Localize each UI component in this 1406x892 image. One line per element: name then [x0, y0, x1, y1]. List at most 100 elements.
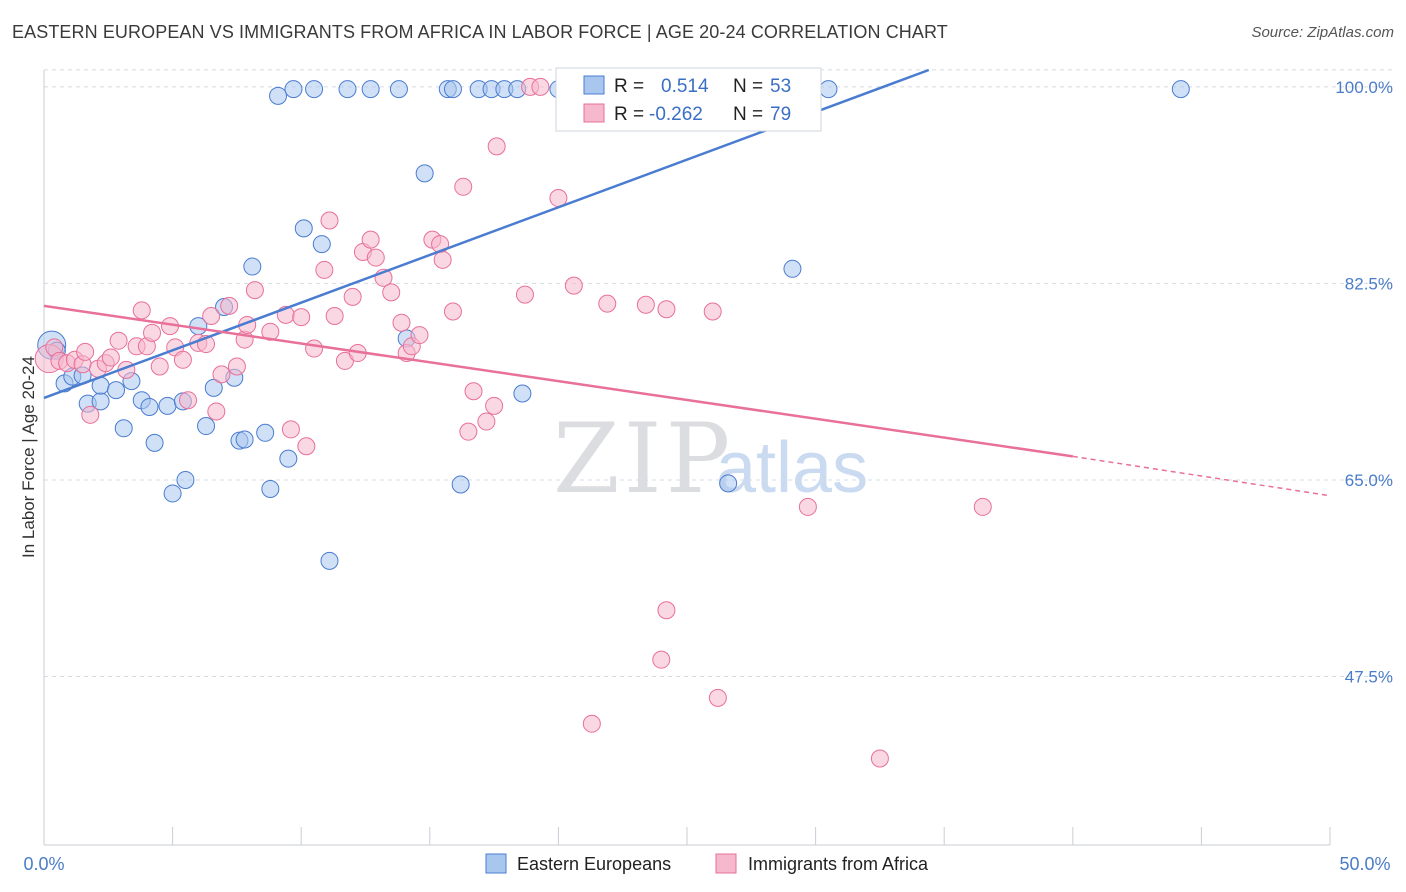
grid-lines	[44, 69, 1395, 678]
point-eastern-european	[361, 80, 380, 99]
point-immigrant-from-africa	[487, 137, 506, 156]
trend-line-extension-immigrants-from-africa	[1072, 455, 1331, 497]
point-eastern-european	[320, 551, 339, 570]
point-immigrant-from-africa	[582, 714, 601, 733]
point-eastern-european	[338, 80, 357, 99]
stats-r-value-2: -0.262	[649, 104, 703, 125]
point-eastern-european	[145, 433, 164, 452]
watermark-zip: ZIP	[553, 403, 734, 515]
point-immigrant-from-africa	[320, 211, 339, 230]
tick-labels: 47.5% 65.0% 82.5% 100.0% 0.0% 50.0%	[23, 78, 1393, 874]
point-immigrant-from-africa	[207, 402, 226, 421]
point-immigrant-from-africa	[297, 437, 316, 456]
x-tick-label: 50.0%	[1339, 854, 1390, 874]
point-immigrant-from-africa	[325, 306, 344, 325]
x-tick-label: 0.0%	[23, 854, 64, 874]
point-immigrant-from-africa	[382, 283, 401, 302]
point-eastern-european	[269, 86, 288, 105]
point-eastern-european	[243, 257, 262, 276]
point-immigrant-from-africa	[531, 77, 550, 96]
point-immigrant-from-africa	[361, 230, 380, 249]
stats-box: R = 0.514 N = 53 R = -0.262 N = 79	[555, 67, 822, 132]
stats-n-value-2: 79	[770, 104, 791, 125]
point-immigrant-from-africa	[143, 323, 162, 342]
point-eastern-european	[176, 470, 195, 489]
point-immigrant-from-africa	[870, 749, 889, 768]
stats-swatch-blue	[583, 75, 605, 95]
stats-n-value-1: 53	[770, 76, 791, 97]
point-eastern-european	[204, 378, 223, 397]
point-immigrant-from-africa	[179, 391, 198, 410]
point-immigrant-from-africa	[76, 342, 95, 361]
point-immigrant-from-africa	[515, 285, 534, 304]
point-immigrant-from-africa	[477, 412, 496, 431]
point-immigrant-from-africa	[305, 339, 324, 358]
point-immigrant-from-africa	[109, 331, 128, 350]
point-immigrant-from-africa	[657, 601, 676, 620]
point-eastern-european	[305, 80, 324, 99]
point-immigrant-from-africa	[798, 497, 817, 516]
point-immigrant-from-africa	[433, 250, 452, 269]
point-eastern-european	[163, 484, 182, 503]
point-immigrant-from-africa	[366, 248, 385, 267]
point-immigrant-from-africa	[485, 396, 504, 415]
point-eastern-european	[415, 164, 434, 183]
point-immigrant-from-africa	[598, 294, 617, 313]
point-immigrant-from-africa	[636, 295, 655, 314]
point-immigrant-from-africa	[150, 357, 169, 376]
point-eastern-european	[235, 430, 254, 449]
point-eastern-european	[284, 80, 303, 99]
stats-swatch-pink	[583, 103, 605, 123]
point-immigrant-from-africa	[227, 357, 246, 376]
y-tick-label: 100.0%	[1335, 78, 1393, 97]
y-tick-label: 65.0%	[1345, 471, 1393, 490]
series-immigrants-from-africa	[34, 77, 992, 768]
chart-title: EASTERN EUROPEAN VS IMMIGRANTS FROM AFRI…	[12, 22, 948, 42]
point-eastern-european	[197, 417, 216, 436]
stats-r-label-2: R =	[614, 104, 644, 125]
trend-line-immigrants-from-africa	[43, 304, 1073, 458]
point-eastern-european	[719, 474, 738, 493]
point-immigrant-from-africa	[245, 281, 264, 300]
legend: Eastern Europeans Immigrants from Africa	[485, 853, 929, 874]
source-credit: Source: ZipAtlas.com	[1251, 24, 1394, 41]
point-eastern-european	[107, 381, 126, 400]
point-eastern-european	[256, 423, 275, 442]
legend-label-eastern-europeans: Eastern Europeans	[517, 854, 671, 874]
point-eastern-european	[783, 259, 802, 278]
point-immigrant-from-africa	[708, 688, 727, 707]
axes	[43, 70, 1331, 846]
point-immigrant-from-africa	[564, 276, 583, 295]
watermark-atlas: atlas	[716, 428, 868, 508]
point-eastern-european	[819, 80, 838, 99]
stats-n-label-2: N =	[733, 104, 763, 125]
point-immigrant-from-africa	[343, 287, 362, 306]
point-immigrant-from-africa	[410, 326, 429, 345]
point-eastern-european	[140, 397, 159, 416]
legend-label-immigrants-from-africa: Immigrants from Africa	[748, 854, 929, 874]
y-tick-label: 47.5%	[1345, 668, 1393, 687]
point-immigrant-from-africa	[220, 296, 239, 315]
point-immigrant-from-africa	[392, 313, 411, 332]
point-immigrant-from-africa	[173, 350, 192, 369]
point-immigrant-from-africa	[81, 405, 100, 424]
point-immigrant-from-africa	[657, 300, 676, 319]
stats-r-value-1: 0.514	[661, 76, 709, 97]
point-eastern-european	[114, 419, 133, 438]
point-eastern-european	[443, 80, 462, 99]
point-immigrant-from-africa	[973, 497, 992, 516]
point-eastern-european	[279, 449, 298, 468]
point-immigrant-from-africa	[292, 308, 311, 327]
point-immigrant-from-africa	[454, 177, 473, 196]
point-immigrant-from-africa	[281, 420, 300, 439]
point-immigrant-from-africa	[459, 422, 478, 441]
y-axis-label: In Labor Force | Age 20-24	[19, 356, 38, 558]
point-eastern-european	[158, 396, 177, 415]
legend-swatch-eastern-europeans	[485, 853, 507, 874]
point-eastern-european	[312, 235, 331, 254]
point-eastern-european	[1171, 80, 1190, 99]
stats-r-label-1: R =	[614, 76, 644, 97]
legend-swatch-immigrants-from-africa	[715, 853, 737, 874]
point-immigrant-from-africa	[132, 301, 151, 320]
